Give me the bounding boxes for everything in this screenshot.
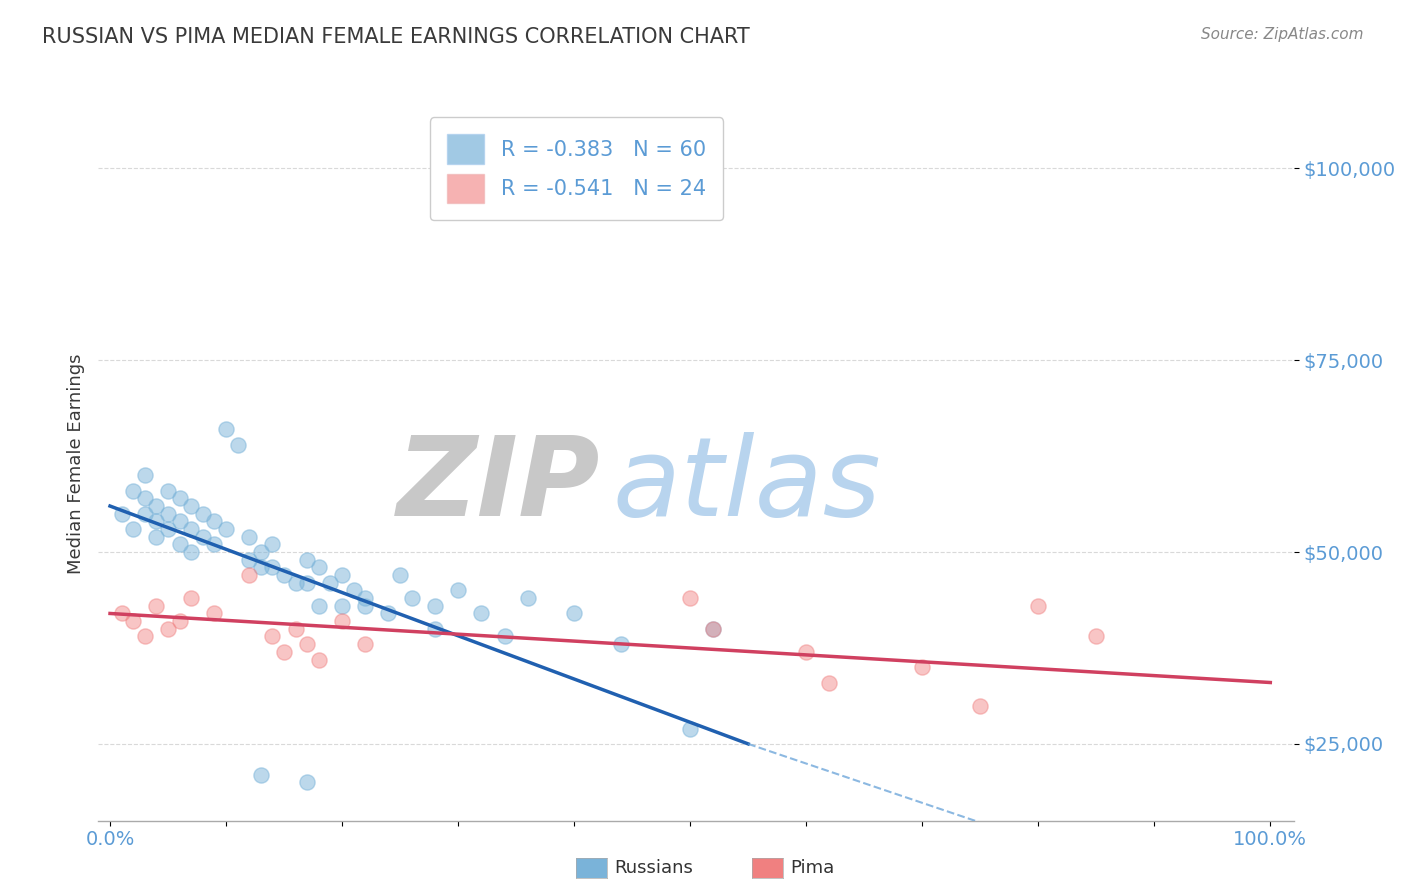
Point xyxy=(494,630,516,644)
Point xyxy=(297,637,319,651)
Text: ZIP: ZIP xyxy=(396,432,600,539)
Point xyxy=(191,507,214,521)
Point xyxy=(238,530,260,544)
Point xyxy=(145,499,167,513)
Point xyxy=(297,775,319,789)
Point xyxy=(273,568,295,582)
Point xyxy=(215,522,238,536)
Point xyxy=(157,483,180,498)
Point xyxy=(308,560,330,574)
Point xyxy=(180,545,202,559)
Point xyxy=(204,537,226,551)
Point xyxy=(169,515,191,529)
Point xyxy=(377,607,399,621)
Point xyxy=(238,568,260,582)
Point xyxy=(319,575,342,590)
Text: Russians: Russians xyxy=(614,859,693,877)
Point xyxy=(122,483,145,498)
Point xyxy=(191,530,214,544)
Point xyxy=(262,630,284,644)
Point xyxy=(226,437,249,451)
Point xyxy=(679,591,702,606)
Point xyxy=(284,575,307,590)
Point xyxy=(134,507,156,521)
Point xyxy=(401,591,423,606)
Point xyxy=(180,591,202,606)
Point xyxy=(470,607,492,621)
Point xyxy=(262,537,284,551)
Point xyxy=(308,599,330,613)
Point xyxy=(343,583,366,598)
Point xyxy=(354,591,377,606)
Point xyxy=(111,607,134,621)
Point xyxy=(609,637,631,651)
Point xyxy=(679,722,702,736)
Point xyxy=(238,553,260,567)
Point xyxy=(134,468,156,483)
Text: Source: ZipAtlas.com: Source: ZipAtlas.com xyxy=(1201,27,1364,42)
Point xyxy=(145,515,167,529)
Point xyxy=(1026,599,1049,613)
Point xyxy=(423,622,446,636)
Point xyxy=(157,522,180,536)
Point xyxy=(180,499,202,513)
Point xyxy=(516,591,538,606)
Point xyxy=(145,530,167,544)
Point xyxy=(134,491,156,506)
Point xyxy=(204,515,226,529)
Point xyxy=(911,660,934,674)
Point xyxy=(297,575,319,590)
Point xyxy=(562,607,585,621)
Point xyxy=(262,560,284,574)
Point xyxy=(169,537,191,551)
Point xyxy=(204,607,226,621)
Point xyxy=(250,545,273,559)
Point xyxy=(702,622,724,636)
Point xyxy=(330,614,353,628)
Point xyxy=(423,599,446,613)
Point xyxy=(169,491,191,506)
Point xyxy=(157,622,180,636)
Text: RUSSIAN VS PIMA MEDIAN FEMALE EARNINGS CORRELATION CHART: RUSSIAN VS PIMA MEDIAN FEMALE EARNINGS C… xyxy=(42,27,749,46)
Legend: R = -0.383   N = 60, R = -0.541   N = 24: R = -0.383 N = 60, R = -0.541 N = 24 xyxy=(430,118,723,220)
Point xyxy=(122,614,145,628)
Point xyxy=(284,622,307,636)
Point xyxy=(122,522,145,536)
Point xyxy=(354,637,377,651)
Point xyxy=(818,675,841,690)
Point xyxy=(330,568,353,582)
Point xyxy=(169,614,191,628)
Y-axis label: Median Female Earnings: Median Female Earnings xyxy=(66,353,84,574)
Point xyxy=(297,553,319,567)
Point xyxy=(134,630,156,644)
Point xyxy=(308,652,330,666)
Point xyxy=(111,507,134,521)
Point xyxy=(447,583,470,598)
Point xyxy=(389,568,412,582)
Point xyxy=(180,522,202,536)
Point xyxy=(250,560,273,574)
Text: atlas: atlas xyxy=(613,432,882,539)
Point xyxy=(690,852,713,866)
Point xyxy=(1085,630,1108,644)
Point xyxy=(145,599,167,613)
Point xyxy=(273,645,295,659)
Point xyxy=(330,599,353,613)
Point xyxy=(794,645,817,659)
Point xyxy=(702,622,724,636)
Point xyxy=(250,767,273,781)
Point xyxy=(969,698,991,713)
Point xyxy=(354,599,377,613)
Point xyxy=(157,507,180,521)
Point xyxy=(215,422,238,436)
Text: Pima: Pima xyxy=(790,859,834,877)
